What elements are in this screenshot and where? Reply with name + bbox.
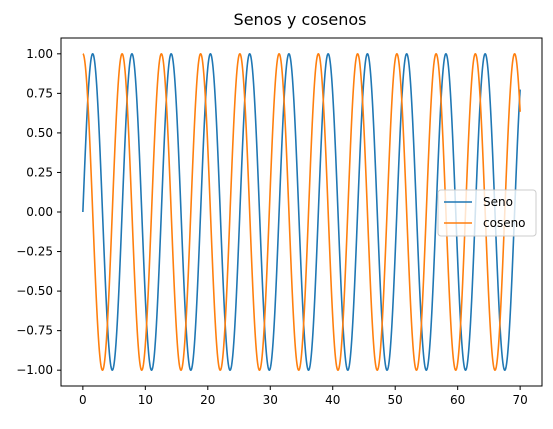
- y-tick-label: −0.50: [16, 284, 53, 298]
- y-tick-label: 0.25: [26, 165, 53, 179]
- series-line-coseno: [82, 53, 521, 371]
- legend-label-coseno: coseno: [483, 216, 526, 230]
- x-tick-label: 0: [79, 393, 87, 407]
- x-tick-label: 30: [263, 393, 278, 407]
- y-tick-label: 0.50: [26, 126, 53, 140]
- chart-title: Senos y cosenos: [234, 10, 367, 29]
- y-tick-label: 0.00: [26, 205, 53, 219]
- y-tick-label: −0.75: [16, 324, 53, 338]
- legend-label-seno: Seno: [483, 195, 513, 209]
- series-line-seno: [82, 53, 521, 371]
- x-tick-label: 20: [200, 393, 215, 407]
- x-tick-label: 40: [325, 393, 340, 407]
- x-tick-label: 60: [450, 393, 465, 407]
- y-tick-label: 1.00: [26, 47, 53, 61]
- x-tick-label: 50: [388, 393, 403, 407]
- x-tick-label: 70: [512, 393, 527, 407]
- y-tick-label: 0.75: [26, 86, 53, 100]
- x-tick-label: 10: [138, 393, 153, 407]
- legend: Seno coseno: [437, 189, 537, 237]
- y-tick-label: −0.25: [16, 245, 53, 259]
- y-tick-label: −1.00: [16, 363, 53, 377]
